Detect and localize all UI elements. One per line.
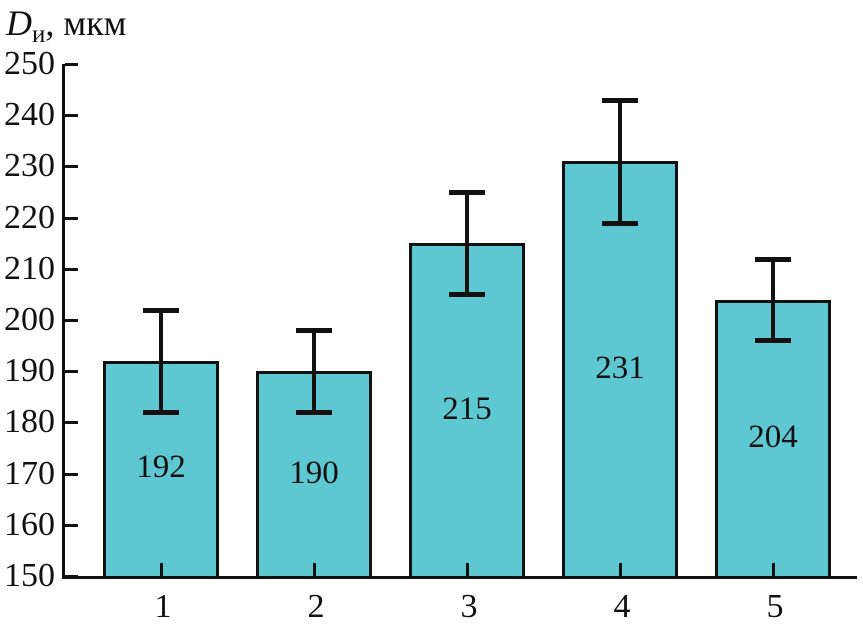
y-tick-label: 180 bbox=[4, 403, 55, 441]
error-bar-cap-bottom bbox=[143, 410, 179, 416]
x-tick-label: 4 bbox=[613, 588, 631, 625]
y-axis-tick bbox=[65, 575, 78, 578]
y-tick-label: 170 bbox=[4, 454, 55, 492]
bar-value-label: 190 bbox=[289, 454, 339, 491]
error-bar-cap-top bbox=[755, 256, 791, 262]
error-bar-cap-bottom bbox=[755, 338, 791, 344]
x-axis-tick bbox=[466, 563, 469, 576]
y-tick-label: 150 bbox=[4, 557, 55, 594]
y-axis-title: Dи, мкм bbox=[6, 0, 126, 58]
x-axis-tick bbox=[772, 563, 775, 576]
y-tick-label: 190 bbox=[4, 352, 55, 390]
error-bar-cap-bottom bbox=[449, 292, 485, 298]
y-tick-label: 240 bbox=[4, 96, 55, 134]
y-axis-tick bbox=[65, 165, 78, 169]
error-bar-cap-top bbox=[143, 307, 179, 313]
y-axis-tick bbox=[65, 472, 78, 476]
x-axis-tick bbox=[313, 563, 316, 576]
x-axis-tick bbox=[619, 563, 622, 576]
bar-value-label: 192 bbox=[136, 449, 186, 486]
error-bar-cap-bottom bbox=[296, 410, 332, 416]
bar-value-label: 231 bbox=[595, 349, 645, 386]
error-bar-line bbox=[159, 309, 163, 413]
bar bbox=[715, 299, 831, 576]
error-bar-cap-top bbox=[449, 190, 485, 195]
x-tick-label: 5 bbox=[766, 588, 784, 625]
y-tick-label: 220 bbox=[4, 198, 55, 236]
y-tick-label: 230 bbox=[4, 147, 55, 185]
bar-value-label: 204 bbox=[748, 418, 798, 455]
y-axis-title-units: , мкм bbox=[45, 3, 127, 43]
bar bbox=[409, 243, 525, 576]
x-axis-tick bbox=[160, 563, 163, 576]
y-axis-title-subscript: и bbox=[32, 21, 46, 48]
error-bar-line bbox=[312, 330, 316, 413]
y-axis-title-symbol: D bbox=[6, 3, 32, 43]
y-axis-tick bbox=[65, 421, 78, 425]
error-bar-cap-top bbox=[296, 328, 332, 334]
y-axis-tick bbox=[65, 370, 78, 374]
x-axis-line bbox=[62, 576, 857, 579]
y-axis-tick bbox=[65, 319, 78, 322]
x-tick-label: 1 bbox=[154, 588, 172, 625]
y-axis-tick bbox=[65, 114, 78, 118]
y-axis-tick bbox=[65, 267, 78, 271]
y-axis-tick bbox=[65, 523, 78, 527]
error-bar-line bbox=[618, 99, 622, 223]
error-bar-line bbox=[465, 192, 469, 295]
y-tick-label: 160 bbox=[4, 505, 55, 543]
y-axis-tick bbox=[65, 63, 78, 66]
error-bar-line bbox=[771, 258, 775, 341]
y-tick-label: 250 bbox=[4, 45, 55, 82]
y-tick-label: 200 bbox=[4, 301, 55, 338]
y-axis-tick bbox=[65, 216, 78, 220]
bar-value-label: 215 bbox=[442, 390, 492, 427]
x-tick-label: 3 bbox=[460, 588, 478, 625]
y-tick-label: 210 bbox=[4, 249, 55, 287]
y-axis-line bbox=[62, 64, 65, 579]
x-tick-label: 2 bbox=[307, 588, 325, 625]
error-bar-cap-bottom bbox=[602, 220, 638, 226]
error-bar-cap-top bbox=[602, 97, 638, 103]
